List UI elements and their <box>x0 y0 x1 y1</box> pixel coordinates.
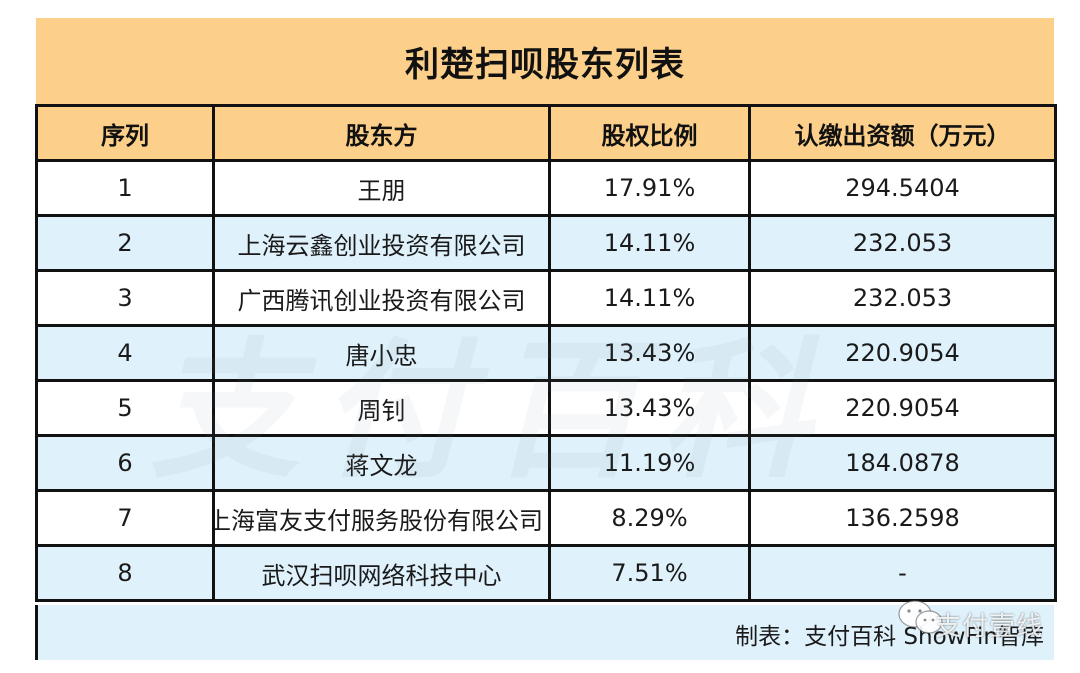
table-row: 2 上海云鑫创业投资有限公司 14.11% 232.053 <box>35 214 1057 272</box>
cell-capital: 220.9054 <box>748 324 1057 382</box>
cell-ratio: 8.29% <box>548 489 751 547</box>
cell-index: 8 <box>35 544 215 602</box>
cell-capital: 232.053 <box>748 214 1057 272</box>
cell-shareholder: 唐小忠 <box>212 324 551 382</box>
page-title: 利楚扫呗股东列表 <box>405 44 685 85</box>
cell-ratio: 13.43% <box>548 379 751 437</box>
wechat-account-watermark: 支付壹线 <box>935 612 1044 642</box>
cell-shareholder: 武汉扫呗网络科技中心 <box>212 544 551 602</box>
wechat-icon <box>898 600 943 634</box>
cell-index: 1 <box>35 159 215 217</box>
header-ratio: 股权比例 <box>548 104 751 162</box>
table-row: 4 唐小忠 13.43% 220.9054 <box>35 324 1057 382</box>
cell-index: 3 <box>35 269 215 327</box>
table-row: 8 武汉扫呗网络科技中心 7.51% - <box>35 544 1057 602</box>
table-row: 5 周钊 13.43% 220.9054 <box>35 379 1057 437</box>
table-row: 6 蒋文龙 11.19% 184.0878 <box>35 434 1057 492</box>
table-header-row: 序列 股东方 股权比例 认缴出资额（万元） <box>35 104 1057 162</box>
table-row: 7 上海富友支付服务股份有限公司 8.29% 136.2598 <box>35 489 1057 547</box>
cell-shareholder: 周钊 <box>212 379 551 437</box>
title-band: 利楚扫呗股东列表 <box>36 18 1054 104</box>
table-row: 3 广西腾讯创业投资有限公司 14.11% 232.053 <box>35 269 1057 327</box>
cell-index: 2 <box>35 214 215 272</box>
cell-ratio: 14.11% <box>548 214 751 272</box>
cell-ratio: 7.51% <box>548 544 751 602</box>
table-row: 1 王朋 17.91% 294.5404 <box>35 159 1057 217</box>
header-shareholder: 股东方 <box>212 104 551 162</box>
cell-ratio: 14.11% <box>548 269 751 327</box>
footer-credit: 制表：支付百科 ShowFin智库 <box>735 624 1044 650</box>
header-index: 序列 <box>35 104 215 162</box>
cell-index: 4 <box>35 324 215 382</box>
shareholder-table: 序列 股东方 股权比例 认缴出资额（万元） 1 王朋 17.91% 294.54… <box>35 104 1057 602</box>
cell-shareholder: 蒋文龙 <box>212 434 551 492</box>
cell-capital: 220.9054 <box>748 379 1057 437</box>
cell-index: 5 <box>35 379 215 437</box>
cell-shareholder: 广西腾讯创业投资有限公司 <box>212 269 551 327</box>
cell-capital: 232.053 <box>748 269 1057 327</box>
footer: 制表：支付百科 ShowFin智库 <box>35 605 1054 660</box>
cell-shareholder: 上海富友支付服务股份有限公司 <box>212 489 551 547</box>
cell-capital: 184.0878 <box>748 434 1057 492</box>
cell-shareholder: 上海云鑫创业投资有限公司 <box>212 214 551 272</box>
cell-shareholder: 王朋 <box>212 159 551 217</box>
cell-index: 6 <box>35 434 215 492</box>
cell-capital: 294.5404 <box>748 159 1057 217</box>
cell-capital: 136.2598 <box>748 489 1057 547</box>
cell-ratio: 17.91% <box>548 159 751 217</box>
cell-ratio: 11.19% <box>548 434 751 492</box>
cell-ratio: 13.43% <box>548 324 751 382</box>
cell-capital: - <box>748 544 1057 602</box>
cell-index: 7 <box>35 489 215 547</box>
header-capital: 认缴出资额（万元） <box>748 104 1057 162</box>
